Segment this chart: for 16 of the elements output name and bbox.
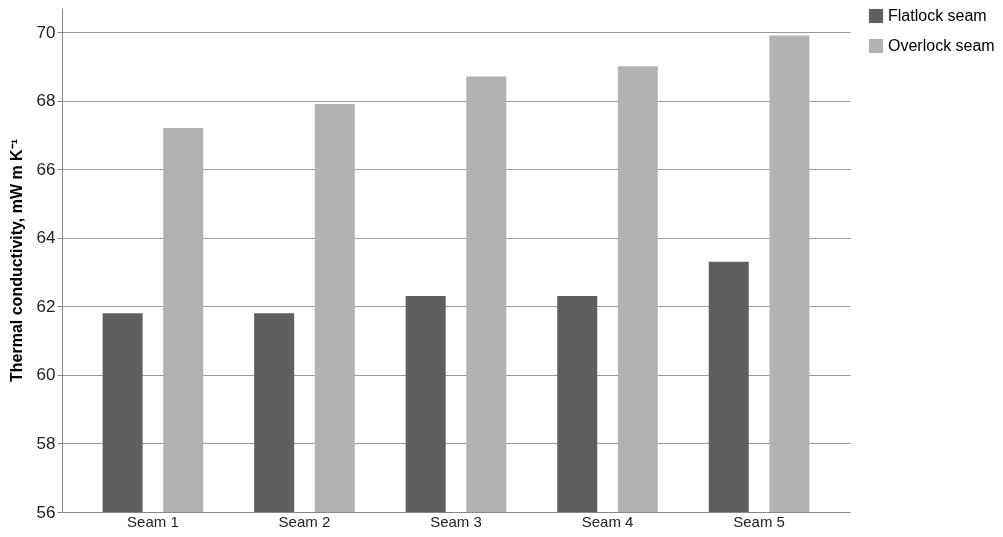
- x-tick-label: Seam 5: [733, 512, 785, 530]
- y-tick-label: 68: [36, 91, 56, 111]
- y-tick-label: 66: [36, 159, 56, 179]
- y-axis-title: Thermal conductivity, mW m K⁻¹: [7, 139, 25, 382]
- y-tick-label: 70: [36, 22, 56, 42]
- x-tick-label: Seam 1: [127, 512, 179, 530]
- x-tick-label: Seam 2: [278, 512, 331, 530]
- x-tick-label: Seam 3: [430, 512, 482, 530]
- y-tick-label: 58: [36, 433, 56, 453]
- legend-label: Flatlock seam: [888, 7, 987, 24]
- y-tick-label: 62: [36, 296, 56, 316]
- y-tick-label: 64: [36, 228, 56, 248]
- y-tick-label: 56: [36, 502, 56, 522]
- x-tick-label: Seam 4: [581, 512, 634, 530]
- legend-label: Overlock seam: [888, 37, 995, 54]
- y-tick-label: 60: [36, 365, 56, 385]
